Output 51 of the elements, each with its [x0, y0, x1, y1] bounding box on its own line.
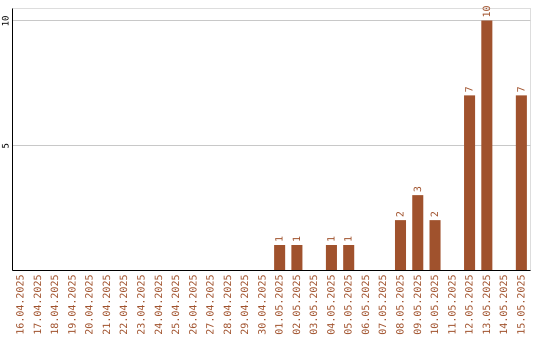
bar: [430, 220, 441, 270]
x-tick-label: 29.04.2025: [240, 274, 252, 335]
data-label: 2: [430, 211, 442, 218]
x-tick-label: 26.04.2025: [188, 274, 200, 335]
x-tick-label: 02.05.2025: [292, 274, 303, 335]
data-label: 1: [274, 236, 286, 242]
y-tick-label: 5: [2, 143, 12, 148]
x-tick-label: 30.04.2025: [257, 274, 268, 335]
x-tick-label: 01.05.2025: [274, 274, 286, 335]
x-tick-label: 12.05.2025: [464, 274, 476, 335]
bar: [412, 195, 424, 270]
x-tick-label: 20.04.2025: [84, 274, 96, 335]
data-label: 1: [292, 236, 303, 242]
x-tick-label: 08.05.2025: [396, 274, 406, 335]
x-tick-label: 28.04.2025: [222, 274, 234, 335]
bar: [481, 20, 492, 270]
x-tick-label: 13.05.2025: [482, 274, 493, 335]
x-tick-label: 07.05.2025: [378, 274, 390, 335]
bar: [274, 245, 286, 270]
x-tick-label: 23.04.2025: [136, 274, 148, 335]
bar: [464, 95, 476, 270]
x-tick-label: 05.05.2025: [344, 274, 355, 335]
bar: [326, 245, 337, 270]
data-label: 3: [412, 186, 424, 192]
x-tick-label: 15.05.2025: [516, 274, 528, 335]
data-label: 2: [396, 211, 406, 218]
x-tick-label: 11.05.2025: [447, 274, 458, 335]
bar: [394, 220, 406, 270]
bar: [291, 245, 302, 270]
data-label: 10: [482, 5, 493, 18]
bar: [343, 245, 354, 270]
x-tick-label: 24.04.2025: [154, 274, 165, 335]
x-tick-label: 19.04.2025: [67, 274, 78, 335]
data-label: 1: [344, 236, 355, 242]
x-tick-label: 18.04.2025: [50, 274, 62, 335]
x-tick-label: 10.05.2025: [430, 274, 442, 335]
bar: [516, 95, 527, 270]
data-label: 7: [464, 86, 476, 92]
x-tick-label: 14.05.2025: [499, 274, 510, 335]
data-label: 1: [326, 236, 338, 242]
x-tick-label: 06.05.2025: [360, 274, 372, 335]
data-label: 7: [516, 86, 528, 92]
x-tick-label: 17.04.2025: [32, 274, 44, 335]
x-tick-label: 03.05.2025: [309, 274, 320, 335]
x-tick-label: 25.04.2025: [171, 274, 182, 335]
x-tick-label: 09.05.2025: [412, 274, 424, 335]
x-tick-label: 04.05.2025: [326, 274, 338, 335]
x-tick-label: 27.04.2025: [206, 274, 217, 335]
x-tick-label: 21.04.2025: [102, 274, 113, 335]
x-tick-label: 16.04.2025: [16, 274, 27, 335]
x-tick-label: 22.04.2025: [119, 274, 130, 335]
